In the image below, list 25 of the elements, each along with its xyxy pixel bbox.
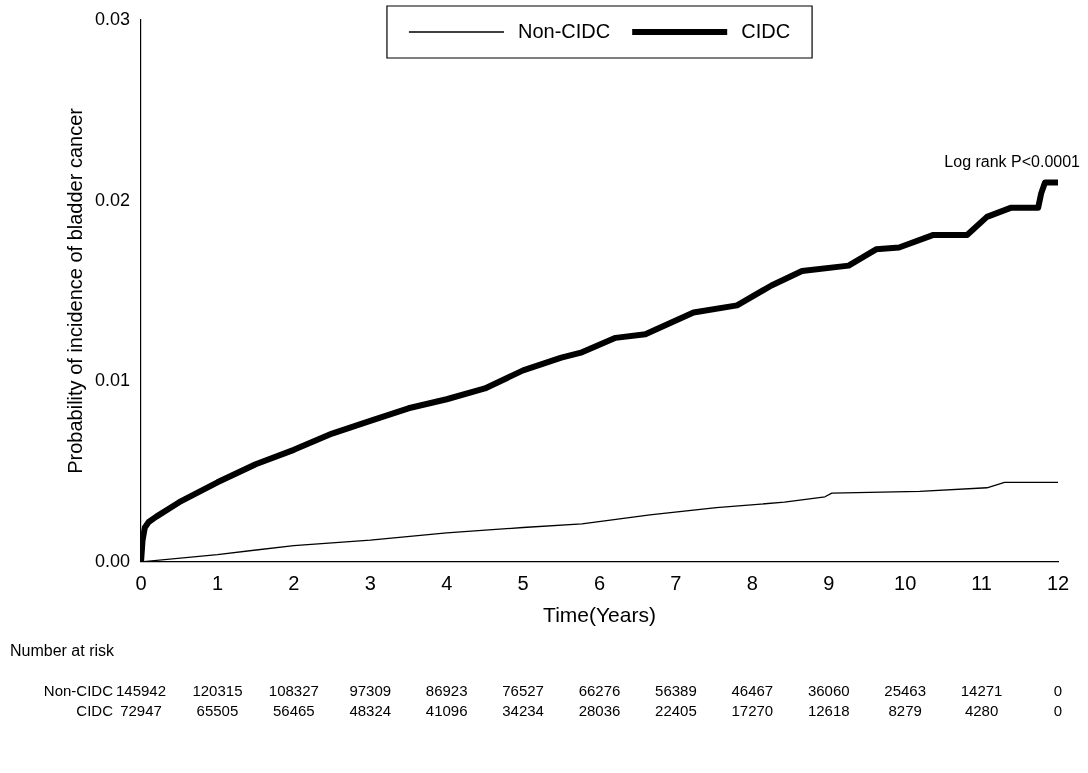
x-tick-label: 9 [823, 572, 835, 595]
legend-label: Non-CIDC [517, 19, 611, 42]
y-tick-label: 0.03 [94, 8, 131, 29]
x-axis-title: Time(Years) [543, 603, 656, 627]
x-tick-label: 0 [135, 572, 147, 595]
annotation: Log rank P<0.0001 [944, 152, 1081, 170]
legend-label: CIDC [741, 19, 791, 42]
x-tick-label: 11 [971, 572, 992, 595]
y-tick-label: 0.01 [94, 370, 131, 391]
y-tick-label: 0.00 [94, 550, 131, 571]
y-tick-label: 0.02 [94, 189, 131, 210]
x-tick-label: 10 [894, 572, 917, 595]
text: CIDC 72947 65505 56465 48324 41096 34234 28036 22405 17270 12618 8279 4280 0 [76, 701, 1063, 719]
x-tick-label: 6 [593, 572, 606, 595]
x-tick-label: 12 [1046, 572, 1070, 595]
x-tick-label: 7 [670, 572, 682, 595]
text: Number at risk [10, 642, 116, 660]
x-tick-label: 1 [211, 572, 224, 595]
text: Non-CIDC 145942 120315 108327 97309 86923 76527 66276 56389 46467 36060 25463 14271 0 [43, 681, 1063, 699]
x-tick-label: 8 [746, 572, 758, 595]
x-tick-label: 4 [441, 572, 453, 595]
x-tick-label: 2 [288, 572, 300, 595]
x-tick-label: 3 [364, 572, 376, 595]
y-axis-title: Probability of incidence of bladder cancer [63, 107, 86, 474]
x-tick-label: 5 [517, 572, 529, 595]
